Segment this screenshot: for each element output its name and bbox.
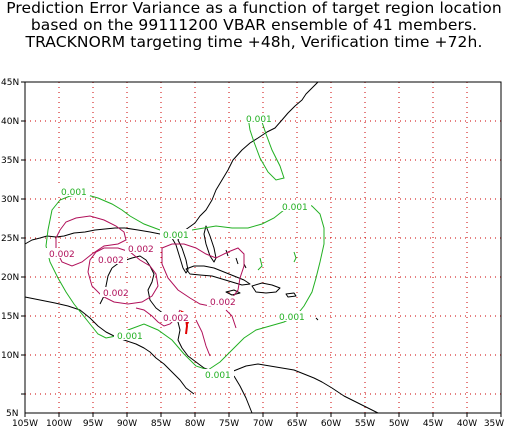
x-tick-label: 105W xyxy=(12,419,38,428)
x-tick-label: 45W xyxy=(423,419,443,428)
x-tick-label: 75W xyxy=(219,419,239,428)
tick-marks xyxy=(21,81,502,417)
y-tick-label: 25N xyxy=(1,234,19,244)
contour-label: 0.002 xyxy=(98,256,124,266)
contour-label: 0.001 xyxy=(163,231,189,241)
y-tick-label: 40N xyxy=(1,117,19,127)
contour-label: 0.001 xyxy=(61,188,87,198)
y-tick-label: 5N xyxy=(6,409,18,419)
y-tick-label: 45N xyxy=(1,78,19,88)
contour-label: 0.001 xyxy=(282,203,308,213)
x-tick-label: 95W xyxy=(83,419,103,428)
contour-label: 0.002 xyxy=(49,250,75,260)
contour-label: 0.001 xyxy=(205,371,231,381)
title-line-1: Prediction Error Variance as a function … xyxy=(6,0,502,17)
x-tick-label: 100W xyxy=(46,419,72,428)
x-tick-label: 60W xyxy=(321,419,341,428)
x-tick-label: 85W xyxy=(151,419,171,428)
y-tick-label: 20N xyxy=(1,273,19,283)
x-tick-label: 80W xyxy=(185,419,205,428)
contour-label: 0.001 xyxy=(279,313,305,323)
x-tick-label: 65W xyxy=(287,419,307,428)
contour-label: 0.001 xyxy=(117,332,143,342)
contour-label: 0.002 xyxy=(103,289,129,299)
contour-label: 0.002 xyxy=(128,245,154,255)
y-tick-label: 30N xyxy=(1,195,19,205)
y-tick-label: 15N xyxy=(1,312,19,322)
title-line-3: TRACKNORM targeting time +48h, Verificat… xyxy=(25,33,483,51)
x-tick-label: 35W xyxy=(484,419,504,428)
contour-label: 0.002 xyxy=(163,314,189,324)
contours-0.001 xyxy=(45,115,325,371)
y-tick-label: 35N xyxy=(1,156,19,166)
x-tick-label: 40W xyxy=(457,419,477,428)
graticule xyxy=(25,82,501,413)
coastlines xyxy=(24,81,379,414)
x-tick-label: 55W xyxy=(355,419,375,428)
y-tick-label: 10N xyxy=(1,351,19,361)
contour-label: 0.001 xyxy=(246,115,272,125)
x-tick-label: 90W xyxy=(117,419,137,428)
contour-label: 0.002 xyxy=(210,298,236,308)
title-line-2: based on the 99111200 VBAR ensemble of 4… xyxy=(30,16,478,34)
x-tick-label: 70W xyxy=(253,419,273,428)
x-tick-label: 50W xyxy=(389,419,409,428)
